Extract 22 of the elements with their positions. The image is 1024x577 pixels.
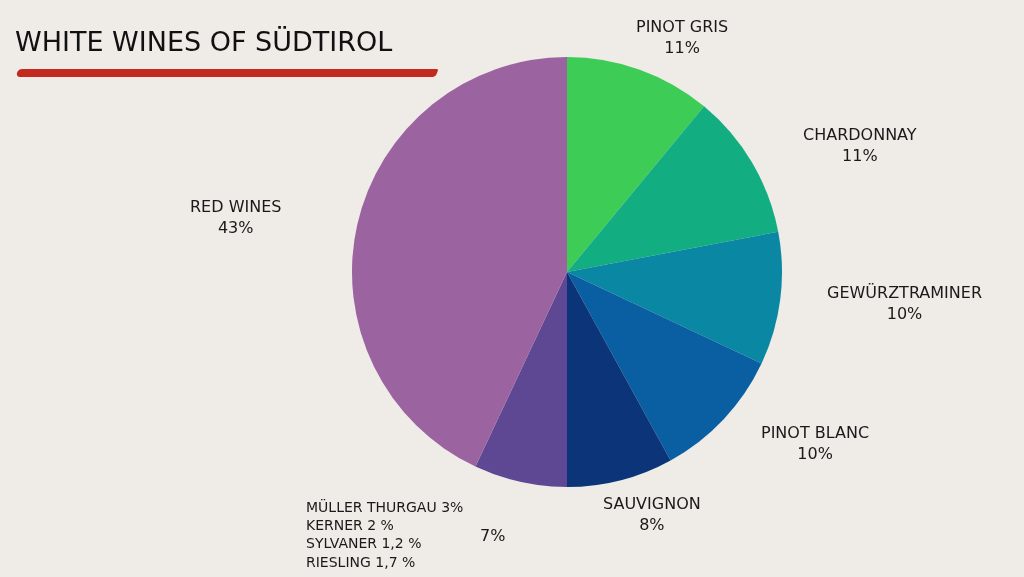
data-label: 7% [480,526,506,545]
pie-slice [567,106,779,272]
pie-slice [567,272,762,461]
pie-slice [567,272,671,487]
data-label: 10% [886,303,923,323]
pie-slice [475,272,567,487]
slice-label: RED WINES [190,197,282,216]
data-label: 43% [217,217,254,237]
slice-label: CHARDONNAY [803,125,917,144]
pie-slice [567,231,782,364]
slice-label: MÜLLER THURGAU 3% KERNER 2 % SYLVANER 1,2 % RIESLING 1,7 % [306,498,464,570]
pie-slice [567,57,705,272]
slice-label: GEWÜRZTRAMINER [827,283,983,302]
data-label: 11% [664,37,700,57]
data-label: 10% [797,443,833,463]
pie-slice [352,57,567,467]
slice-label: PINOT BLANC [761,423,870,442]
chart-title: WHITE WINES OF SÜDTIROL [15,26,393,58]
slice-label: SAUVIGNON [603,494,701,513]
data-label: 11% [842,145,878,165]
slice-label: PINOT GRIS [636,17,729,36]
data-label: 8% [639,514,665,534]
